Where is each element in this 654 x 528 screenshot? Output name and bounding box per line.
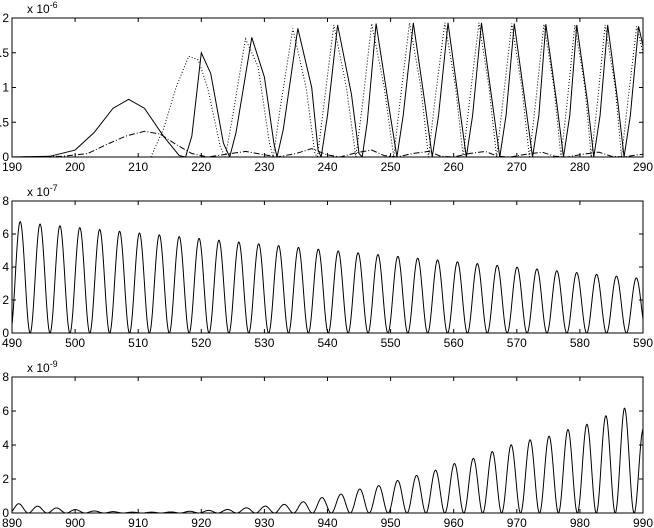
y-exponent-label: x 10-7: [27, 183, 58, 199]
x-tick-label: 910: [128, 516, 148, 528]
y-exponent-base: x 10: [27, 361, 50, 375]
y-tick-label: 1.5: [0, 46, 9, 60]
y-tick-label: 0.5: [0, 115, 9, 129]
x-tick-label: 570: [507, 336, 527, 350]
x-tick-label: 900: [65, 516, 85, 528]
x-tick-label: 290: [633, 160, 653, 174]
y-exponent-power: -6: [50, 0, 58, 10]
y-tick-label: 4: [2, 438, 9, 452]
top-subplot: 190 200 210 220 230 240 250 260 270 280 290 0 0.5 1 1.…: [0, 0, 653, 174]
x-tick-label: 540: [317, 336, 337, 350]
x-tick-label: 210: [128, 160, 148, 174]
x-tick-label: 200: [65, 160, 85, 174]
axes-box: [11, 376, 644, 514]
x-tick-label: 950: [381, 516, 401, 528]
y-tick-label: 4: [2, 260, 9, 274]
x-tick-label: 270: [507, 160, 527, 174]
x-tick-label: 280: [570, 160, 590, 174]
x-tick-label: 520: [191, 336, 211, 350]
y-exponent-label: x 10-6: [27, 0, 58, 16]
x-tick-label: 250: [381, 160, 401, 174]
plot-area: [12, 407, 643, 513]
x-tick-label: 890: [2, 516, 22, 528]
series-line-dotted: [150, 22, 643, 157]
x-tick-label: 960: [444, 516, 464, 528]
series-line-solid: [12, 407, 643, 513]
y-exponent-label: x 10-9: [27, 359, 58, 375]
x-tick-label: 560: [444, 336, 464, 350]
x-tick-label: 920: [191, 516, 211, 528]
y-tick-label: 6: [2, 404, 9, 418]
middle-subplot: 490 500 510 520 530 540 550 560 570 580 590 0 2 4 6 8 x …: [2, 183, 653, 350]
y-tick-label: 2: [2, 293, 9, 307]
x-tick-label: 940: [317, 516, 337, 528]
y-exponent-base: x 10: [27, 2, 50, 16]
y-exponent-base: x 10: [27, 185, 50, 199]
x-tick-label: 230: [254, 160, 274, 174]
y-tick-label: 8: [2, 194, 9, 208]
y-exponent-power: -9: [50, 359, 58, 369]
plot-area: [12, 220, 643, 333]
x-tick-label: 580: [570, 336, 590, 350]
x-tick-label: 500: [65, 336, 85, 350]
x-tick-label: 190: [2, 160, 22, 174]
y-tick-label: 2: [2, 472, 9, 486]
y-tick-label: 6: [2, 227, 9, 241]
x-tick-label: 220: [191, 160, 211, 174]
y-tick-label: 0: [2, 326, 9, 340]
x-tick-label: 240: [317, 160, 337, 174]
x-tick-label: 990: [633, 516, 653, 528]
x-tick-label: 980: [570, 516, 590, 528]
x-tick-label: 590: [633, 336, 653, 350]
x-tick-label: 970: [507, 516, 527, 528]
series-line-dashdot: [12, 130, 643, 157]
x-tick-label: 510: [128, 336, 148, 350]
y-tick-label: 1: [2, 81, 9, 95]
bottom-subplot: 890 900 910 920 930 940 950 960 970 980 990 0 2 4 6 8 x …: [2, 359, 653, 528]
series-line-solid: [12, 22, 643, 157]
y-tick-label: 8: [2, 370, 9, 384]
y-tick-label: 0: [2, 506, 9, 520]
series-line-solid: [12, 220, 643, 333]
x-tick-label: 490: [2, 336, 22, 350]
y-tick-label: 0: [2, 150, 9, 164]
x-tick-label: 260: [444, 160, 464, 174]
x-tick-label: 930: [254, 516, 274, 528]
y-tick-label: 2: [2, 11, 9, 25]
x-tick-label: 530: [254, 336, 274, 350]
y-exponent-power: -7: [50, 183, 58, 193]
x-tick-label: 550: [381, 336, 401, 350]
plot-area: [12, 22, 643, 157]
